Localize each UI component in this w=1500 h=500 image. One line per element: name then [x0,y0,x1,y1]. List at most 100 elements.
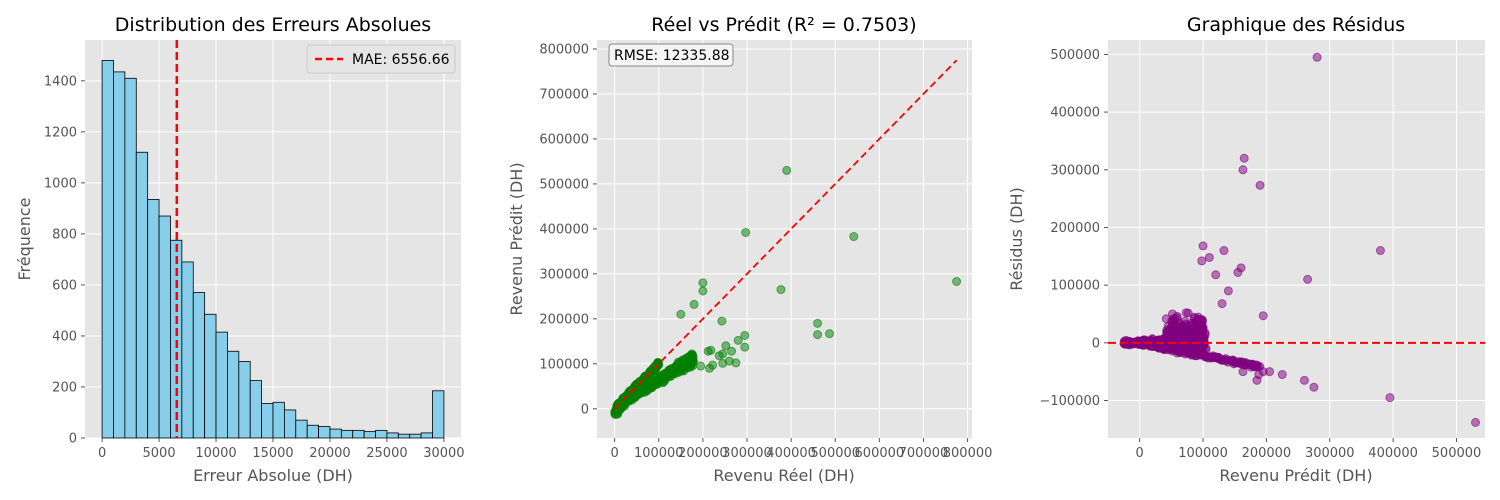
rmse-annotation: RMSE: 12335.88 [608,43,734,67]
x-tick-label: 200000 [1242,446,1292,461]
histogram-bar [249,380,263,439]
scatter-point [740,330,750,340]
histogram-bar [113,71,126,439]
scatter-point [740,342,750,352]
y-tick-label: 800 [52,227,77,242]
x-tick-label: 15000 [252,446,293,461]
histogram-bar [215,331,228,439]
residual-point [1252,375,1262,385]
histogram-bar [158,215,171,439]
residual-point [1180,316,1190,326]
x-tick-label: 25000 [366,446,407,461]
y-tick-label: 400000 [1050,106,1100,121]
residual-point [1181,308,1191,318]
histogram-bar [329,428,342,439]
residual-point [1375,246,1385,256]
histogram-panel: 0 5000 10000 15000 20000 25000 30000 0 200 400 60… [15,14,465,485]
legend-mae-label: MAE: 6556.66 [352,52,450,68]
identity-line-layer [614,59,958,410]
y-tick-label: 200 [52,380,77,395]
scatter-point [782,165,792,175]
x-tick-label: 0 [611,446,619,461]
scatter-point [721,341,731,351]
residual-point [1172,324,1182,334]
scatter-point [849,232,859,242]
residual-point [1191,350,1201,360]
histogram-legend: MAE: 6556.66 [306,44,456,74]
residual-point [1303,274,1313,284]
histogram-bar [147,199,160,439]
residual-point [1470,417,1480,427]
residual-point [1217,299,1227,309]
histogram-bar [192,292,206,439]
scatter-point [714,351,724,361]
scatter-point [825,329,834,339]
residual-point [1246,360,1256,370]
x-tick-label: 500000 [810,446,860,461]
scatter-point [676,309,686,319]
x-tick-label: 800000 [943,446,993,461]
scatter-point [703,346,713,356]
scatter-y-ticks: 0 100000 200000 300000 400000 500000 600000 700… [539,42,597,417]
x-tick-label: 100000 [634,446,684,461]
histogram-bar [227,350,240,439]
histogram-bar [181,261,194,439]
histogram-title: Distribution des Erreurs Absolues [115,14,431,36]
residual-point [1223,286,1233,296]
scatter-point [696,361,706,371]
residual-point [1161,314,1171,324]
residual-point [1277,370,1287,380]
scatter-x-label: Revenu Réel (DH) [713,466,854,485]
residual-point [1199,350,1209,360]
x-tick-label: 10000 [195,446,236,461]
residual-point [1206,352,1216,362]
y-tick-label: 0 [581,402,589,417]
x-tick-label: 500000 [1432,446,1482,461]
scatter-point [813,330,823,340]
scatter-point [776,285,786,295]
scatter-point [628,393,638,403]
rmse-text: RMSE: 12335.88 [614,48,730,64]
x-tick-label: 5000 [143,446,176,461]
y-tick-label: 400000 [539,222,589,237]
x-tick-label: 200000 [678,446,728,461]
residual-point [1219,246,1229,256]
residual-point [1312,52,1322,62]
scatter-point [652,377,662,387]
y-tick-label: 300000 [539,267,589,282]
residual-point [1224,355,1234,365]
scatter-grid [597,40,972,438]
residual-point [1163,321,1173,331]
histogram-x-ticks: 0 5000 10000 15000 20000 25000 30000 [98,438,465,461]
scatter-point [813,318,823,328]
histogram-bar [204,313,217,439]
x-tick-label: 0 [1136,446,1144,461]
histogram-bar [397,433,411,439]
histogram-bar [420,432,433,439]
residual-point [1239,153,1249,163]
residuals-points [1119,52,1480,427]
x-tick-label: 300000 [722,446,772,461]
residual-point [1238,165,1248,175]
y-tick-label: 200000 [539,312,589,327]
y-tick-label: 500000 [539,177,589,192]
actual-vs-predicted-panel: 0 100000200000300000400000500000600000700… [507,14,992,485]
histogram-y-ticks: 0 200 400 600 800 1000 1200 1400 [44,74,85,447]
y-tick-label: 100000 [1050,279,1100,294]
residual-point [1170,314,1180,324]
histogram-bar [238,361,251,439]
residual-point [1309,382,1319,392]
residual-point [1134,339,1144,349]
y-tick-label: 400 [52,329,77,344]
x-tick-label: 0 [98,446,106,461]
x-tick-label: 700000 [899,446,949,461]
y-tick-label: 800000 [539,42,589,57]
scatter-point [681,353,691,363]
residuals-y-ticks: −100000 0 100000 200000 300000 400000 500000 [1039,48,1108,409]
scatter-point [689,299,699,309]
identity-line [614,59,958,410]
scatter-x-ticks: 0 100000200000300000400000500000600000700… [611,438,993,461]
residual-point [1197,256,1207,266]
scatter-point [665,371,675,381]
